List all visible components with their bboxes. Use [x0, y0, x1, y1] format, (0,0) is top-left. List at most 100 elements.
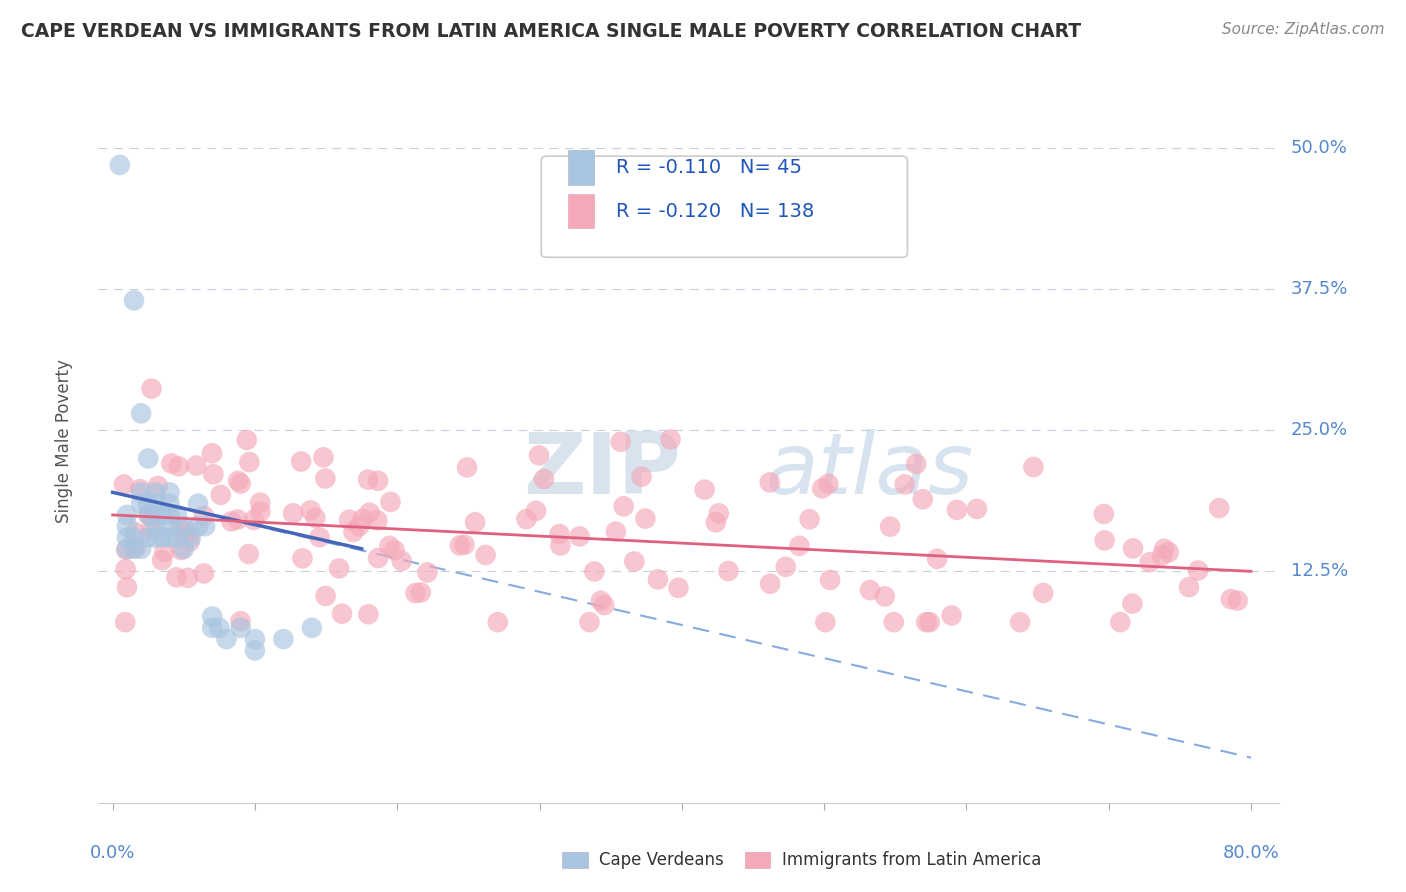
Point [634, 511, 657, 525]
Point [173, 541, 195, 556]
Point [391, 554, 413, 568]
Point [1219, 592, 1241, 607]
Point [136, 451, 159, 466]
Point [367, 474, 389, 488]
Point [1208, 501, 1230, 516]
Point [593, 598, 616, 612]
Point [180, 531, 202, 545]
Point [193, 508, 215, 523]
Point [474, 548, 496, 562]
Point [623, 555, 645, 569]
Point [136, 508, 159, 522]
Point [893, 477, 915, 491]
Point [1153, 541, 1175, 556]
Point [456, 460, 478, 475]
Point [946, 503, 969, 517]
Text: 37.5%: 37.5% [1291, 280, 1348, 298]
Point [122, 541, 145, 556]
Point [337, 513, 360, 527]
Point [1157, 545, 1180, 559]
Point [883, 615, 905, 630]
Point [187, 497, 209, 511]
Point [312, 450, 335, 465]
Point [811, 482, 834, 496]
Point [221, 515, 243, 529]
Point [114, 615, 136, 629]
Point [143, 531, 166, 545]
Point [1121, 597, 1143, 611]
Point [152, 508, 174, 522]
Point [301, 621, 323, 635]
Point [115, 541, 138, 556]
Point [1010, 615, 1032, 630]
Point [1032, 586, 1054, 600]
Point [108, 158, 131, 172]
Point [187, 519, 209, 533]
Point [146, 479, 169, 493]
Point [238, 455, 260, 469]
Point [1178, 580, 1201, 594]
Point [281, 506, 304, 520]
Point [242, 513, 264, 527]
Point [416, 566, 439, 580]
Point [384, 543, 406, 558]
Point [315, 589, 337, 603]
Point [238, 547, 260, 561]
Point [1022, 460, 1045, 475]
Point [659, 433, 682, 447]
Point [194, 519, 217, 533]
Point [139, 509, 162, 524]
Point [159, 497, 181, 511]
Point [159, 519, 181, 533]
Text: atlas: atlas [766, 429, 974, 512]
Point [177, 571, 200, 585]
Point [243, 643, 266, 657]
Point [209, 488, 232, 502]
Point [226, 512, 249, 526]
Text: ZIP: ZIP [523, 429, 682, 512]
Point [817, 476, 839, 491]
Point [359, 506, 381, 520]
Point [115, 531, 138, 545]
Point [464, 515, 486, 529]
Point [814, 615, 837, 630]
Point [235, 433, 257, 447]
Text: R = -0.110   N= 45: R = -0.110 N= 45 [616, 158, 801, 178]
Point [527, 449, 550, 463]
Point [115, 543, 138, 558]
Point [409, 585, 432, 599]
Point [308, 530, 330, 544]
Point [367, 551, 389, 566]
Text: 80.0%: 80.0% [1223, 845, 1279, 863]
Point [186, 458, 208, 473]
Point [141, 523, 163, 537]
Point [589, 594, 612, 608]
Point [873, 590, 896, 604]
Point [453, 538, 475, 552]
Point [173, 519, 195, 533]
Point [879, 519, 901, 533]
Point [647, 573, 669, 587]
Point [165, 570, 187, 584]
Point [347, 519, 370, 533]
Point [166, 508, 188, 522]
Point [1109, 615, 1132, 630]
Point [291, 551, 314, 566]
Point [136, 531, 159, 545]
Point [124, 525, 146, 540]
FancyBboxPatch shape [568, 194, 595, 228]
Point [215, 632, 238, 646]
Point [143, 508, 166, 522]
Point [229, 615, 252, 629]
Point [114, 562, 136, 576]
Point [169, 520, 191, 534]
Point [122, 293, 145, 308]
Point [717, 564, 740, 578]
Point [905, 457, 928, 471]
Point [136, 497, 159, 511]
Point [1092, 507, 1115, 521]
Point [125, 541, 148, 555]
Point [704, 516, 727, 530]
FancyBboxPatch shape [541, 156, 907, 257]
Point [159, 531, 181, 545]
